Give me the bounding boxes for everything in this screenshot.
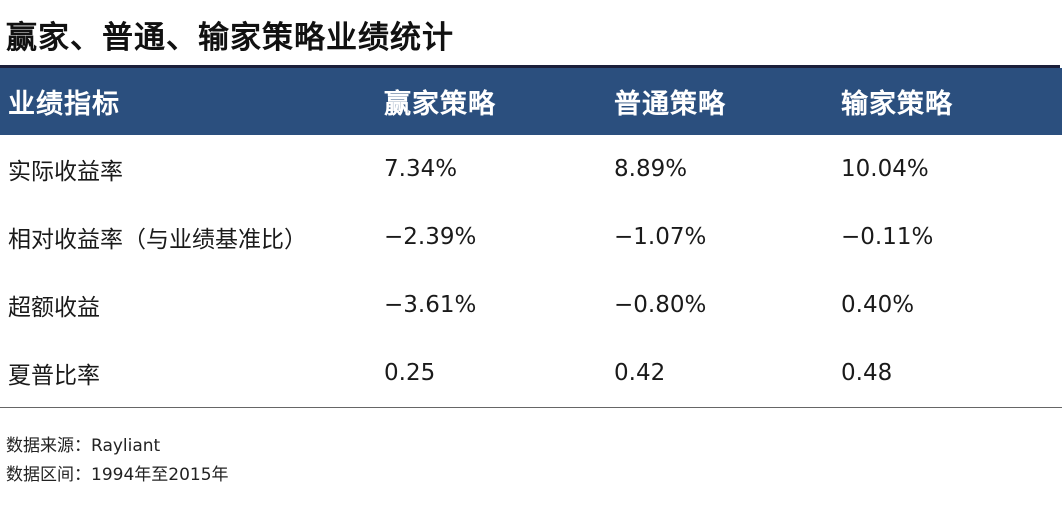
header-normal-strategy: 普通策略 xyxy=(614,89,726,120)
cell-value: −0.80% xyxy=(614,292,707,318)
performance-table: 业绩指标 赢家策略 普通策略 输家策略 实际收益率 7.34% 8.89% 10… xyxy=(0,68,1062,408)
data-period-note: 数据区间：1994年至2015年 xyxy=(6,465,229,485)
cell-value: 0.48 xyxy=(841,339,1062,408)
table-row: 相对收益率（与业绩基准比） −2.39% −1.07% −0.11% xyxy=(0,203,1062,271)
cell-value: 8.89% xyxy=(614,156,688,182)
cell-value: 0.42 xyxy=(614,339,841,408)
table-header-row: 业绩指标 赢家策略 普通策略 输家策略 xyxy=(0,68,1062,135)
cell-value: −0.11% xyxy=(841,224,934,250)
row-label: 夏普比率 xyxy=(0,339,384,408)
header-winner-strategy: 赢家策略 xyxy=(384,89,496,120)
cell-value: −2.39% xyxy=(384,224,477,250)
cell-value: 7.34% xyxy=(384,156,458,182)
header-metric: 业绩指标 xyxy=(8,89,120,120)
table-row: 超额收益 −3.61% −0.80% 0.40% xyxy=(0,271,1062,339)
performance-table-container: 业绩指标 赢家策略 普通策略 输家策略 实际收益率 7.34% 8.89% 10… xyxy=(0,68,1062,408)
data-source-note: 数据来源：Rayliant xyxy=(6,436,161,456)
row-label: 实际收益率 xyxy=(8,159,123,185)
cell-value: −3.61% xyxy=(384,292,477,318)
row-label: 超额收益 xyxy=(8,295,100,321)
row-label: 相对收益率（与业绩基准比） xyxy=(8,227,307,253)
table-row: 夏普比率 0.25 0.42 0.48 xyxy=(0,339,1062,408)
cell-value: −1.07% xyxy=(614,224,707,250)
cell-value: 0.25 xyxy=(384,339,614,408)
page-title: 赢家、普通、输家策略业绩统计 xyxy=(6,20,454,56)
title-divider xyxy=(0,65,1060,68)
header-loser-strategy: 输家策略 xyxy=(841,89,953,120)
cell-value: 0.40% xyxy=(841,292,915,318)
cell-value: 10.04% xyxy=(841,156,929,182)
table-row: 实际收益率 7.34% 8.89% 10.04% xyxy=(0,135,1062,203)
